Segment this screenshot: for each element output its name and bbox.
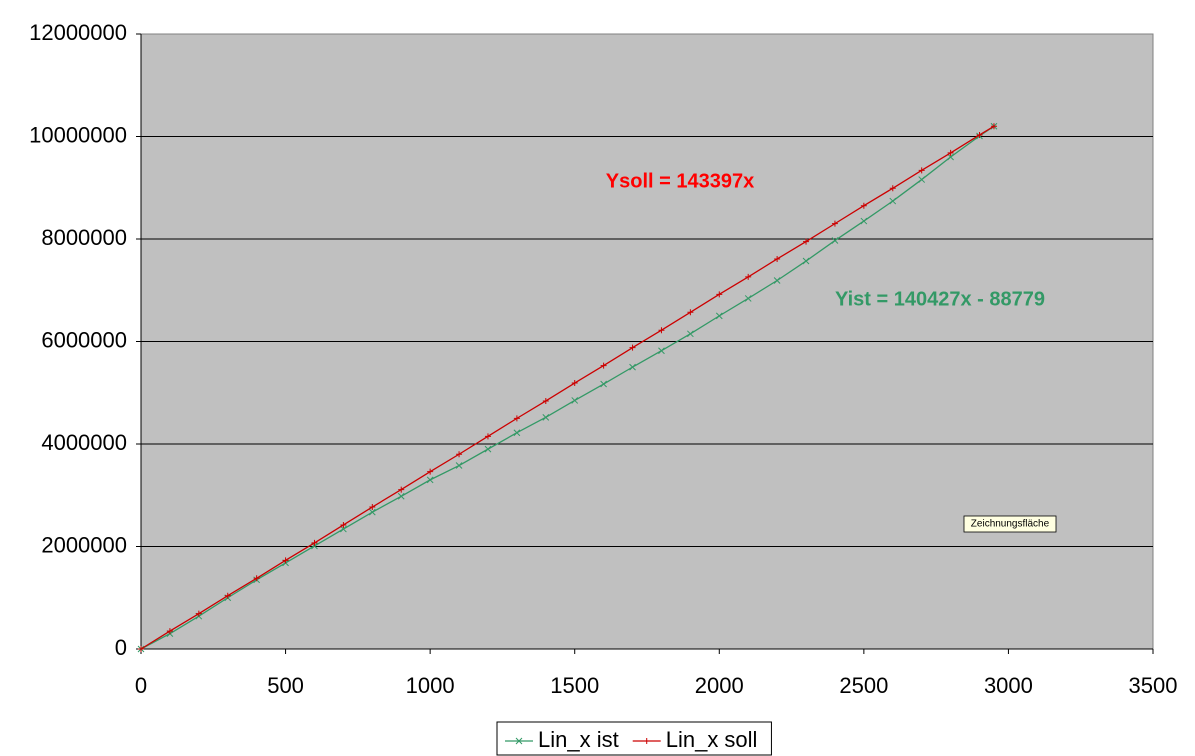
x-tick-label: 3500 (1129, 673, 1178, 698)
marker (513, 415, 520, 422)
y-tick-label: 6000000 (41, 327, 127, 352)
y-tick-label: 12000000 (29, 20, 127, 45)
x-tick-label: 3000 (984, 673, 1033, 698)
marker (456, 451, 463, 458)
y-tick-label: 2000000 (41, 532, 127, 557)
marker (976, 131, 983, 138)
marker (513, 429, 521, 437)
legend-box (496, 721, 772, 756)
marker (138, 646, 144, 652)
marker (571, 397, 579, 404)
marker (368, 508, 376, 516)
marker (918, 176, 926, 183)
legend-marker (643, 738, 650, 744)
annotation: Ysoll = 143397x (606, 170, 754, 192)
x-tick-label: 1000 (406, 673, 455, 698)
legend-label: Lin_x ist (538, 727, 619, 752)
x-tick-label: 0 (135, 673, 147, 698)
marker (773, 277, 781, 284)
marker (745, 273, 752, 280)
marker (484, 433, 491, 440)
marker (629, 344, 636, 351)
tooltip: Zeichnungsfläche (963, 515, 1057, 533)
marker (947, 153, 954, 161)
marker (369, 504, 376, 511)
marker (397, 492, 405, 500)
marker (918, 167, 925, 174)
marker (600, 380, 607, 388)
marker (455, 462, 463, 469)
x-tick-label: 1500 (550, 673, 599, 698)
y-tick-label: 10000000 (29, 122, 127, 147)
marker (629, 363, 636, 371)
legend: Lin_x ist Lin_x soll (496, 721, 772, 756)
y-tick-label: 0 (115, 635, 127, 660)
marker (311, 539, 318, 546)
marker (340, 525, 347, 533)
marker (947, 149, 954, 156)
marker (744, 295, 752, 302)
marker (715, 312, 723, 320)
marker (802, 257, 810, 265)
marker (542, 413, 550, 421)
marker (195, 610, 202, 617)
marker (484, 445, 492, 453)
legend-label: Lin_x soll (666, 727, 758, 752)
x-tick-label: 2500 (839, 673, 888, 698)
y-tick-label: 4000000 (41, 430, 127, 455)
marker (340, 521, 347, 528)
tooltip-box (963, 515, 1057, 533)
marker (860, 202, 867, 209)
marker (990, 123, 997, 130)
marker (687, 330, 694, 338)
marker (398, 486, 405, 493)
y-tick-label: 8000000 (41, 225, 127, 250)
marker (600, 362, 607, 369)
marker (426, 476, 434, 484)
marker (831, 237, 839, 244)
marker (889, 185, 896, 192)
marker (253, 575, 260, 582)
x-tick-label: 500 (267, 673, 304, 698)
marker (774, 255, 781, 262)
marker (224, 592, 231, 599)
marker (889, 197, 897, 205)
tooltip-text: Zeichnungsfläche (971, 519, 1050, 530)
marker (427, 468, 434, 475)
x-tick-label: 2000 (695, 673, 744, 698)
marker (542, 397, 549, 404)
marker (282, 557, 289, 564)
marker (687, 309, 694, 316)
marker (716, 291, 723, 298)
marker (831, 220, 838, 227)
marker (571, 380, 578, 387)
marker (860, 217, 868, 225)
marker (166, 628, 173, 635)
annotation: Yist = 140427x - 88779 (835, 288, 1045, 310)
legend-marker (515, 737, 523, 745)
marker (658, 327, 665, 334)
marker (658, 347, 665, 355)
marker (803, 238, 810, 245)
